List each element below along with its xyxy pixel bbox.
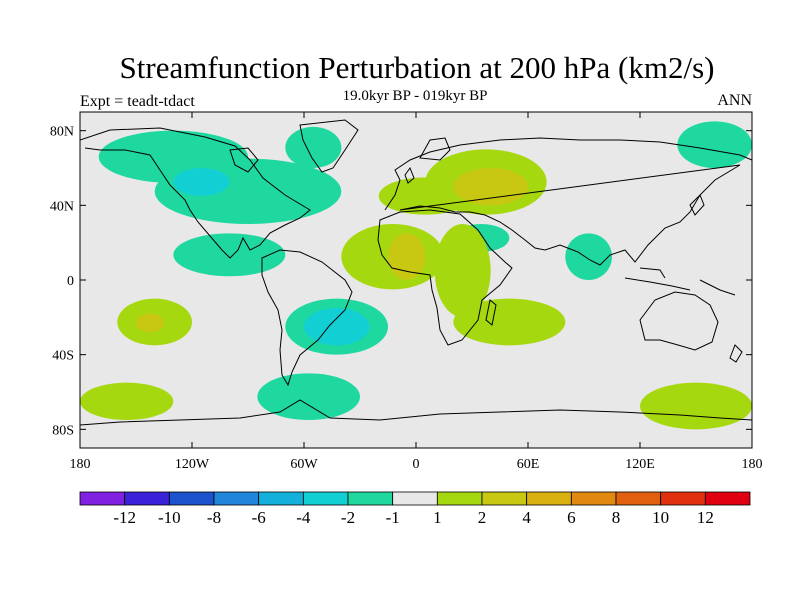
x-tick-label-0: 180 bbox=[70, 457, 91, 472]
coastline-north-america bbox=[80, 127, 311, 259]
x-tick-label-6: 180 bbox=[742, 457, 763, 472]
colorbar-swatch-1 bbox=[124, 491, 170, 506]
colorbar-swatch-0 bbox=[79, 491, 126, 506]
colorbar-label-8: 2 bbox=[478, 508, 487, 527]
colorbar-label-9: 4 bbox=[522, 508, 531, 527]
colorbar-swatch-13 bbox=[660, 491, 706, 506]
y-tick-label-0: 80N bbox=[50, 125, 74, 140]
colorbar-swatch-7 bbox=[392, 491, 438, 506]
y-tick-label-3: 40S bbox=[52, 349, 74, 364]
anomaly-regions bbox=[80, 121, 752, 430]
x-tick-label-1: 120W bbox=[175, 457, 210, 472]
colorbar-label-13: 12 bbox=[697, 508, 714, 527]
colorbar-label-4: -4 bbox=[296, 508, 311, 527]
chart-subtitle: 19.0kyr BP - 019kyr BP bbox=[342, 88, 488, 104]
coastline-british-isles bbox=[404, 166, 415, 184]
coastline-indonesia bbox=[624, 267, 736, 296]
colorbar-swatch-10 bbox=[526, 491, 572, 506]
colorbar-swatch-4 bbox=[258, 491, 304, 506]
colorbar-label-5: -2 bbox=[341, 508, 355, 527]
coastline-new-zealand bbox=[729, 344, 743, 363]
colorbar-swatch-6 bbox=[347, 491, 394, 506]
anomaly-region-17 bbox=[453, 168, 528, 206]
coastline-australia bbox=[639, 291, 719, 351]
coastlines bbox=[80, 119, 752, 426]
y-tick-label-4: 80S bbox=[52, 423, 74, 438]
x-tick-label-3: 0 bbox=[413, 457, 420, 472]
colorbar-label-7: 1 bbox=[433, 508, 442, 527]
anomaly-region-21 bbox=[640, 382, 752, 430]
coastline-hudson-bay bbox=[229, 147, 259, 173]
colorbar-label-6: -1 bbox=[386, 508, 400, 527]
colorbar-swatch-3 bbox=[213, 491, 260, 506]
colorbar-swatch-14 bbox=[704, 491, 751, 506]
coastline-madagascar bbox=[485, 299, 497, 326]
colorbar-swatch-8 bbox=[436, 491, 483, 506]
colorbar-label-2: -8 bbox=[207, 508, 221, 527]
anomaly-region-10 bbox=[677, 121, 752, 168]
colorbar-label-10: 6 bbox=[567, 508, 576, 527]
anomaly-region-12 bbox=[136, 313, 164, 333]
y-tick-label-1: 40N bbox=[50, 199, 74, 214]
x-tick-label-2: 60W bbox=[290, 457, 318, 472]
colorbar-swatch-11 bbox=[570, 491, 617, 506]
experiment-label: Expt = teadt-tdact bbox=[80, 93, 195, 110]
x-tick-label-5: 120E bbox=[625, 457, 655, 472]
anomaly-region-1 bbox=[285, 126, 342, 168]
colorbar-swatch-9 bbox=[481, 491, 528, 506]
coastline-scandinavia bbox=[419, 137, 451, 161]
colorbar: -12 -10 -8 -6 -4 -2 -1 1 2 4 6 8 10 12 bbox=[79, 491, 751, 527]
anomaly-region-7 bbox=[257, 373, 360, 420]
y-tick-label-2: 0 bbox=[67, 274, 74, 289]
colorbar-swatch-12 bbox=[615, 491, 662, 506]
coastline-japan bbox=[689, 194, 705, 216]
coastline-antarctica bbox=[80, 399, 752, 426]
colorbar-swatch-5 bbox=[302, 491, 349, 506]
colorbar-label-11: 8 bbox=[612, 508, 621, 527]
chart-title: Streamfunction Perturbation at 200 hPa (… bbox=[119, 50, 715, 85]
anomaly-region-19 bbox=[453, 298, 566, 346]
colorbar-label-12: 10 bbox=[652, 508, 669, 527]
coastline-south-america bbox=[261, 249, 353, 387]
colorbar-label-0: -12 bbox=[113, 508, 136, 527]
season-label: ANN bbox=[717, 92, 752, 109]
map-axes: 180 120W 60W 0 60E 120E 180 80N 40N 0 40S 80S bbox=[50, 112, 763, 472]
anomaly-region-14 bbox=[388, 233, 426, 280]
anomaly-region-3 bbox=[173, 168, 230, 196]
x-tick-label-4: 60E bbox=[517, 457, 540, 472]
anomaly-region-6 bbox=[304, 308, 370, 346]
colorbar-label-1: -10 bbox=[158, 508, 181, 527]
colorbar-label-3: -6 bbox=[252, 508, 266, 527]
coastline-greenland bbox=[299, 119, 359, 173]
anomaly-region-9 bbox=[565, 233, 613, 280]
coastline-eurasia bbox=[384, 137, 752, 266]
coastline-africa bbox=[377, 209, 513, 346]
colorbar-swatch-2 bbox=[168, 491, 215, 506]
anomaly-region-18 bbox=[434, 223, 491, 318]
anomaly-region-4 bbox=[173, 233, 286, 277]
anomaly-region-20 bbox=[80, 382, 174, 421]
